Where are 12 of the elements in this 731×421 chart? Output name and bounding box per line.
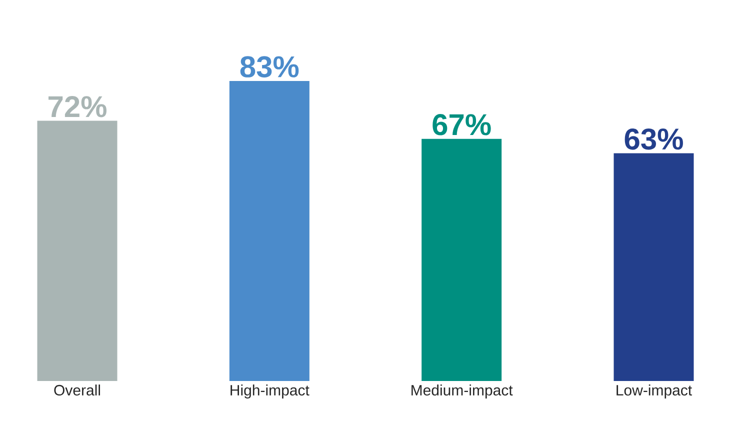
x-tick-label: Medium-impact (412, 384, 513, 399)
data-label: 67% (432, 114, 491, 136)
bar (37, 120, 118, 381)
data-label: 63% (624, 128, 683, 150)
bar (614, 153, 694, 381)
x-tick-label: High-impact (230, 384, 310, 399)
x-tick-label: Low-impact (616, 384, 692, 399)
data-label: 72% (48, 96, 106, 118)
data-label: 83% (240, 56, 299, 78)
bar (422, 138, 502, 381)
bar (229, 81, 310, 381)
x-tick-label: Overall (54, 384, 100, 396)
